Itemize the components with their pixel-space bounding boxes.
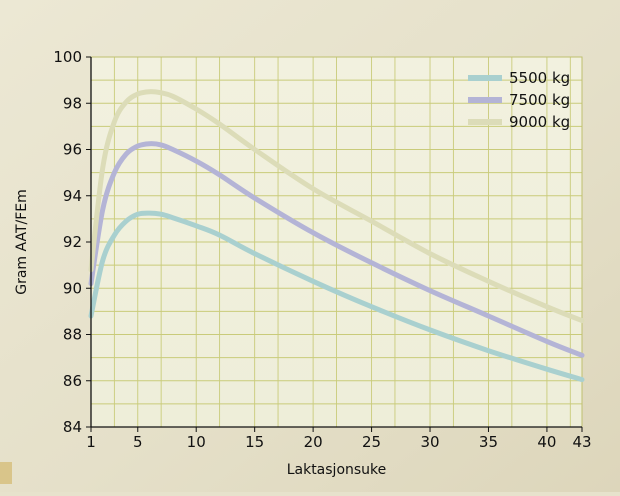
legend-label-2: 7500 kg <box>509 91 570 109</box>
x-tick-label: 20 <box>304 433 323 451</box>
x-tick-label: 1 <box>86 433 96 451</box>
x-tick-labels: 1 5 10 15 20 25 30 35 40 43 <box>86 433 591 451</box>
x-tick-label: 15 <box>245 433 264 451</box>
y-tick-labels: 84 86 88 90 92 94 96 98 100 <box>53 48 82 436</box>
y-axis-label: Gram AAT/FEm <box>14 189 30 295</box>
x-axis-label: Laktasjonsuke <box>287 462 387 478</box>
x-tick-label: 30 <box>420 433 439 451</box>
legend-label-1: 5500 kg <box>509 69 570 87</box>
legend: 5500 kg 7500 kg 9000 kg <box>468 69 570 131</box>
y-tick-label: 90 <box>63 279 82 297</box>
y-tick-label: 98 <box>63 94 82 112</box>
y-tick-label: 84 <box>63 418 82 436</box>
axes <box>86 56 583 432</box>
y-tick-label: 88 <box>63 326 82 344</box>
corner-accent <box>0 462 12 484</box>
x-tick-label: 25 <box>362 433 381 451</box>
x-tick-label: 40 <box>537 433 556 451</box>
y-tick-label: 96 <box>63 141 82 159</box>
x-tick-label: 5 <box>133 433 143 451</box>
x-tick-label: 35 <box>479 433 498 451</box>
x-tick-label: 43 <box>572 433 591 451</box>
x-tick-label: 10 <box>187 433 206 451</box>
series-line-2 <box>88 141 585 358</box>
y-tick-label: 94 <box>63 187 82 205</box>
y-tick-label: 86 <box>63 372 82 390</box>
series-line-3 <box>88 89 585 324</box>
series-layer <box>88 89 585 383</box>
series-line-1 <box>88 210 585 383</box>
legend-label-3: 9000 kg <box>509 113 570 131</box>
y-tick-label: 100 <box>53 48 82 66</box>
y-tick-label: 92 <box>63 233 82 251</box>
